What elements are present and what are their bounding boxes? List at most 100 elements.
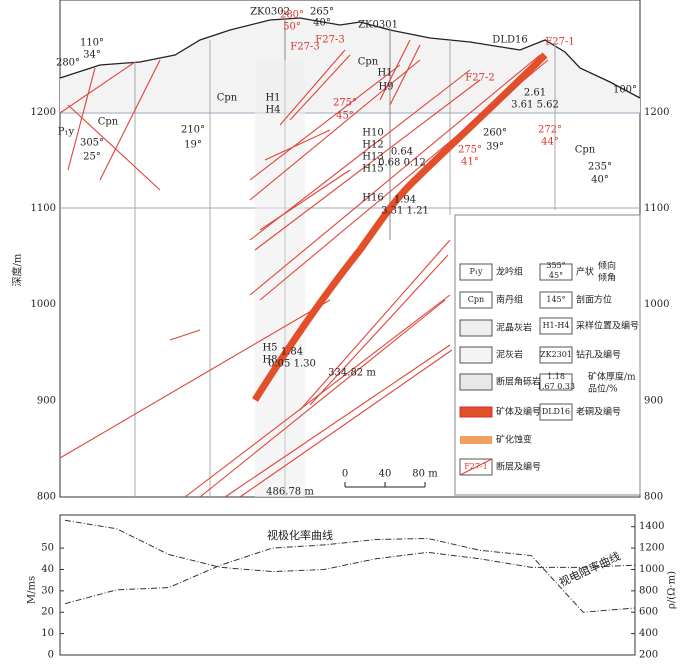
section-label: 235°	[588, 162, 612, 173]
section-label: 260°	[483, 128, 507, 139]
y-tick-label: 20	[41, 607, 54, 618]
section-label: 0.05 1.30	[268, 359, 316, 370]
section-label: H13	[362, 152, 383, 163]
section-label: 210°	[181, 125, 205, 136]
legend-item: 断层角砾岩	[496, 376, 541, 388]
depth-tick-label: 800	[37, 492, 56, 503]
y2-tick-label: 800	[639, 585, 658, 596]
section-label: DLD16	[492, 35, 527, 46]
terrain	[60, 18, 640, 113]
section-label: F27-2	[465, 73, 494, 84]
legend-item: 矿体及编号	[496, 406, 541, 418]
y-tick-label: 0	[48, 650, 54, 661]
scale-label: 40	[379, 469, 392, 480]
section-label: 25°	[83, 152, 101, 163]
profile-ylabel: M/ms	[27, 576, 38, 604]
section-label: 3.61 5.62	[511, 100, 559, 111]
legend-symbol: F27-1	[464, 462, 488, 471]
legend-symbol: DLD16	[542, 407, 570, 416]
topography	[59, 17, 641, 99]
y-tick-label: 50	[41, 543, 54, 554]
legend-symbol: 45°	[549, 271, 563, 280]
y2-tick-label: 400	[639, 628, 658, 639]
faults	[59, 39, 549, 498]
breccia-zone	[255, 60, 305, 497]
section-label: Cpn	[575, 145, 596, 156]
section-label: 2.61	[524, 88, 546, 99]
scale-label: 80 m	[412, 469, 438, 480]
section-label: 34°	[83, 50, 101, 61]
section-label: F27-3	[290, 42, 319, 53]
scale-label: 0	[342, 469, 348, 480]
legend-item: 产状	[576, 266, 594, 278]
section-label: H10	[362, 128, 383, 139]
depth-tick-label: 1000	[644, 299, 669, 310]
section-label: F27-1	[545, 37, 574, 48]
section-label: H16	[362, 193, 383, 204]
section-label: ZK0301	[358, 20, 398, 31]
y2-tick-label: 200	[639, 650, 658, 661]
section-label: 40°	[591, 175, 609, 186]
legend-item: 采样位置及编号	[576, 320, 639, 332]
section-label: 272°	[538, 125, 562, 136]
section-label: 265°	[310, 7, 334, 18]
profile-y2label: ρ/(Ω·m)	[667, 571, 678, 609]
section-label: 280°	[280, 10, 304, 21]
section-label: 0.68 0.12	[378, 158, 426, 169]
legend-item: 矿化蚀变	[496, 434, 532, 446]
depth-tick-label: 1100	[31, 203, 56, 214]
legend-item: 断层及编号	[496, 461, 541, 473]
legend-item: 钻孔及编号	[576, 349, 621, 361]
legend-item: 泥灰岩	[496, 349, 523, 361]
legend-symbol: 1.18	[547, 372, 565, 381]
y-tick-label: 10	[41, 628, 54, 639]
legend-symbol: 1.67 0.33	[537, 382, 575, 391]
section-label: 1.84	[281, 347, 303, 358]
section-label: 486.78 m	[266, 487, 314, 498]
curve-label: 视极化率曲线	[267, 528, 333, 542]
depth-tick-label: 1000	[31, 299, 56, 310]
section-label: Cpn	[98, 117, 119, 128]
section-label: 44°	[541, 137, 559, 148]
legend-item: 倾向	[598, 260, 616, 272]
y2-tick-label: 1400	[639, 521, 664, 532]
section-label: 1.94	[394, 195, 416, 206]
depth-tick-label: 1200	[31, 107, 56, 118]
section-label: 110°	[80, 38, 104, 49]
legend-symbol: H1-H4	[543, 321, 570, 330]
legend-symbol: 355°	[546, 261, 565, 270]
depth-tick-label: 800	[644, 492, 663, 503]
curve-label: 视电阻率曲线	[557, 549, 623, 590]
legend-item: 南丹组	[496, 294, 523, 306]
section-label: H12	[362, 140, 383, 151]
depth-tick-label: 1100	[644, 203, 669, 214]
legend-symbol: Cpn	[468, 295, 484, 304]
section-label: 275°	[458, 145, 482, 156]
section-layout	[59, 0, 641, 498]
legend-item: 倾角	[598, 272, 616, 284]
legend-symbol: ZK2301	[540, 350, 572, 359]
legend-symbol: 145°	[546, 295, 565, 304]
legend-item: 剖面方位	[576, 294, 612, 306]
section-label: H4	[265, 105, 280, 116]
legend-item: 品位/%	[588, 383, 618, 395]
legend-item: 泥晶灰岩	[496, 322, 532, 334]
y2-tick-label: 1000	[639, 564, 664, 575]
section-label: H1	[265, 93, 280, 104]
y2-tick-label: 1200	[639, 543, 664, 554]
section-label: 0.64	[391, 147, 413, 158]
section-label: H1	[377, 68, 392, 79]
section-label: Cpn	[358, 57, 379, 68]
section-label: 334.82 m	[328, 368, 376, 379]
section-label: 45°	[336, 111, 354, 122]
section-label: H5	[262, 343, 277, 354]
profile-curve	[64, 519, 636, 573]
section-label: 3.31 1.21	[381, 206, 429, 217]
section-label: 275°	[333, 98, 357, 109]
section-label: H8	[262, 355, 277, 366]
y2-tick-label: 600	[639, 607, 658, 618]
section-label: 50°	[283, 22, 301, 33]
y-tick-label: 40	[41, 564, 54, 575]
legend-item: 龙吟组	[496, 266, 523, 278]
